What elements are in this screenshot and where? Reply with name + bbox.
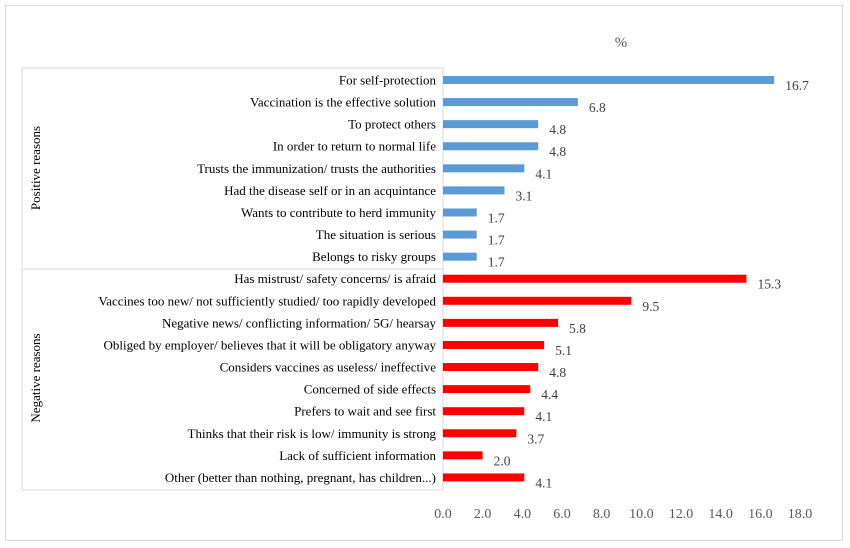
x-tick-label: 0.0 (434, 507, 452, 522)
category-label: Wants to contribute to herd immunity (241, 205, 437, 220)
data-label: 4.1 (535, 409, 552, 424)
category-label: Thinks that their risk is low/ immunity … (188, 426, 437, 441)
data-label: 3.7 (527, 431, 544, 446)
category-label: In order to return to normal life (273, 139, 436, 154)
data-label: 1.7 (488, 255, 505, 270)
data-label: 15.3 (757, 277, 781, 292)
x-tick-label: 18.0 (788, 507, 813, 522)
bar (443, 164, 525, 173)
data-label: 9.5 (642, 299, 659, 314)
bar (443, 429, 517, 438)
bar (443, 230, 477, 239)
category-label: For self-protection (339, 73, 437, 88)
group-label: Negative reasons (28, 333, 43, 422)
category-label: To protect others (348, 117, 436, 132)
data-label: 4.1 (535, 166, 552, 181)
data-label: 1.7 (488, 233, 505, 248)
data-label: 5.1 (555, 343, 572, 358)
category-label: Has mistrust/ safety concerns/ is afraid (234, 271, 436, 286)
x-tick-label: 2.0 (474, 507, 492, 522)
bar (443, 318, 559, 327)
category-label: Trusts the immunization/ trusts the auth… (197, 161, 436, 176)
category-label: Lack of sufficient information (279, 448, 436, 463)
x-tick-label: 4.0 (514, 507, 532, 522)
data-label: 6.8 (589, 100, 606, 115)
data-label: 2.0 (494, 453, 511, 468)
category-label: Prefers to wait and see first (294, 404, 436, 419)
data-label: 5.8 (569, 321, 586, 336)
x-tick-label: 6.0 (553, 507, 571, 522)
x-tick-label: 14.0 (708, 507, 733, 522)
data-label: 4.8 (549, 365, 566, 380)
bar (443, 120, 539, 129)
x-tick-label: 8.0 (593, 507, 611, 522)
category-label: Obliged by employer/ believes that it wi… (103, 337, 436, 352)
data-label: 3.1 (515, 188, 532, 203)
bar (443, 208, 477, 217)
category-label: The situation is serious (316, 227, 436, 242)
category-label: Other (better than nothing, pregnant, ha… (165, 470, 436, 485)
category-label: Belongs to risky groups (312, 249, 436, 264)
bar (443, 76, 775, 84)
bar (443, 142, 539, 151)
data-label: 16.7 (785, 78, 809, 93)
category-label: Vaccines too new/ not sufficiently studi… (98, 293, 436, 308)
bar (443, 186, 505, 195)
bar (443, 407, 525, 416)
group-label: Positive reasons (28, 126, 43, 210)
data-label: 4.4 (541, 387, 558, 402)
data-label: 4.8 (549, 122, 566, 137)
category-label: Vaccination is the effective solution (250, 95, 437, 110)
unit-label: % (615, 35, 628, 51)
category-label: Concerned of side effects (304, 382, 436, 397)
x-tick-label: 12.0 (669, 507, 694, 522)
bar (443, 296, 632, 305)
bar (443, 451, 483, 460)
x-tick-label: 16.0 (748, 507, 773, 522)
bar (443, 98, 578, 107)
bar (443, 340, 545, 349)
chart-frame (5, 5, 843, 541)
bar (443, 363, 539, 372)
bar (443, 473, 525, 482)
data-label: 4.1 (535, 475, 552, 490)
bar (443, 385, 531, 394)
data-label: 4.8 (549, 144, 566, 159)
category-label: Considers vaccines as useless/ ineffecti… (220, 360, 437, 375)
bar (443, 274, 747, 283)
x-tick-label: 10.0 (629, 507, 654, 522)
category-label: Negative news/ conflicting information/ … (162, 315, 437, 330)
data-label: 1.7 (488, 210, 505, 225)
category-label: Had the disease self or in an acquintanc… (224, 183, 436, 198)
bar (443, 252, 477, 261)
